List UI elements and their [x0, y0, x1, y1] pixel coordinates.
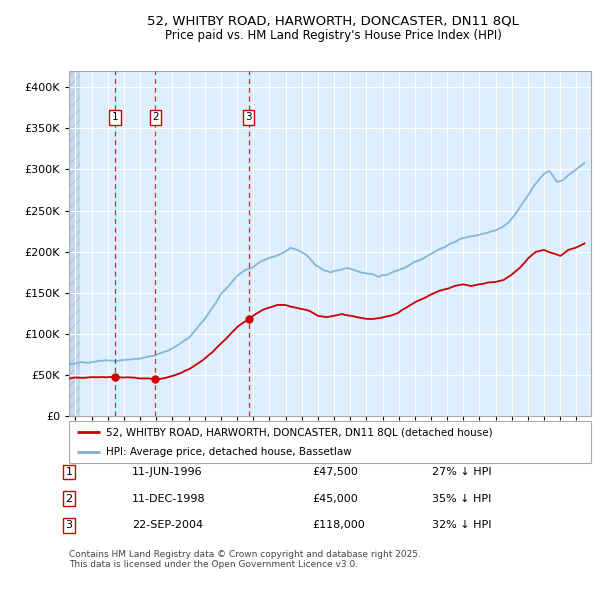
- Text: 1: 1: [65, 467, 73, 477]
- Text: £45,000: £45,000: [312, 494, 358, 503]
- Text: 35% ↓ HPI: 35% ↓ HPI: [432, 494, 491, 503]
- Text: 11-DEC-1998: 11-DEC-1998: [132, 494, 206, 503]
- Text: 52, WHITBY ROAD, HARWORTH, DONCASTER, DN11 8QL (detached house): 52, WHITBY ROAD, HARWORTH, DONCASTER, DN…: [106, 427, 492, 437]
- Text: 3: 3: [245, 113, 252, 122]
- Text: 27% ↓ HPI: 27% ↓ HPI: [432, 467, 491, 477]
- Text: £47,500: £47,500: [312, 467, 358, 477]
- Text: 32% ↓ HPI: 32% ↓ HPI: [432, 520, 491, 530]
- Bar: [69, 71, 80, 416]
- Text: 2: 2: [65, 494, 73, 503]
- Text: £118,000: £118,000: [312, 520, 365, 530]
- Text: HPI: Average price, detached house, Bassetlaw: HPI: Average price, detached house, Bass…: [106, 447, 351, 457]
- Text: 1: 1: [112, 113, 118, 122]
- Text: 22-SEP-2004: 22-SEP-2004: [132, 520, 203, 530]
- Text: Price paid vs. HM Land Registry's House Price Index (HPI): Price paid vs. HM Land Registry's House …: [164, 29, 502, 42]
- Text: 3: 3: [65, 520, 73, 530]
- Text: 2: 2: [152, 113, 158, 122]
- Text: Contains HM Land Registry data © Crown copyright and database right 2025.
This d: Contains HM Land Registry data © Crown c…: [69, 550, 421, 569]
- Text: 52, WHITBY ROAD, HARWORTH, DONCASTER, DN11 8QL: 52, WHITBY ROAD, HARWORTH, DONCASTER, DN…: [147, 14, 519, 27]
- Text: 11-JUN-1996: 11-JUN-1996: [132, 467, 203, 477]
